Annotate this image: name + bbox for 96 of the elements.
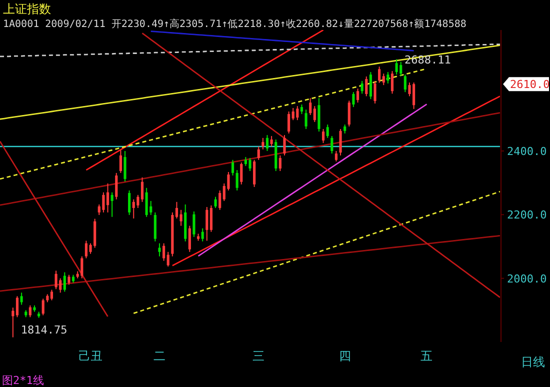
candlestick bbox=[304, 109, 308, 130]
candlestick bbox=[201, 228, 204, 242]
candlestick bbox=[292, 108, 294, 121]
candlestick bbox=[395, 58, 398, 76]
candlestick bbox=[119, 150, 122, 174]
candlestick bbox=[369, 72, 372, 100]
candlestick bbox=[374, 80, 376, 104]
candlestick bbox=[313, 106, 316, 123]
candlestick bbox=[339, 128, 342, 156]
annotation: 1814.75 bbox=[20, 323, 68, 336]
candlestick bbox=[248, 157, 252, 172]
candlestick bbox=[382, 73, 385, 86]
candlestick bbox=[175, 201, 178, 219]
candlestick bbox=[80, 256, 84, 279]
candlestick bbox=[257, 146, 260, 160]
x-tick-label: 四 bbox=[338, 349, 351, 363]
text: 2610.0 bbox=[510, 78, 550, 92]
candlestick bbox=[400, 61, 402, 77]
candlestick bbox=[214, 196, 217, 208]
candlestick bbox=[124, 150, 126, 182]
chart-title: 上证指数 bbox=[3, 2, 51, 16]
candlestick bbox=[309, 98, 312, 116]
candlestick bbox=[378, 66, 381, 84]
x-tick-label: 二 bbox=[153, 349, 166, 363]
text: 日线 bbox=[521, 355, 545, 369]
candlestick bbox=[326, 124, 329, 138]
line-series bbox=[172, 96, 500, 266]
candlestick bbox=[236, 170, 238, 191]
y-tick-label: 2400.0 bbox=[507, 144, 547, 158]
candlestick bbox=[154, 212, 156, 242]
line-series bbox=[142, 32, 500, 298]
x-tick-label: 己丑 bbox=[78, 349, 103, 363]
candlestick bbox=[283, 134, 286, 156]
candlestick bbox=[188, 225, 191, 252]
candlestick bbox=[206, 206, 208, 242]
caption: 图2*1线 bbox=[2, 374, 44, 387]
candlestick bbox=[318, 98, 320, 132]
candlestick bbox=[240, 162, 243, 185]
line-series bbox=[0, 234, 500, 292]
candlestick bbox=[231, 159, 234, 176]
candlestick bbox=[42, 298, 44, 316]
line-series bbox=[198, 103, 428, 257]
candlestick bbox=[28, 304, 32, 318]
candlestick bbox=[300, 104, 304, 115]
candlestick bbox=[132, 198, 135, 219]
candlestick bbox=[158, 242, 161, 257]
candlestick bbox=[180, 209, 182, 226]
candlestick bbox=[330, 136, 334, 154]
candlestick bbox=[162, 242, 166, 262]
annotation: 2688.11 bbox=[404, 53, 451, 66]
y-tick-label: 2000.0 bbox=[507, 272, 547, 286]
candlestick bbox=[20, 292, 23, 306]
candlestick bbox=[68, 274, 70, 286]
candlestick bbox=[110, 192, 114, 218]
x-tick-label: 三 bbox=[252, 349, 265, 363]
chart-subtitle: 1A0001 2009/02/11 开2230.49↑高2305.71↑低2218.30↑收2260.82↓量227207568↑额1748588 bbox=[3, 18, 466, 30]
candlestick bbox=[102, 192, 105, 213]
candlestick bbox=[253, 159, 256, 188]
candlestick bbox=[278, 154, 282, 172]
candlestick bbox=[50, 289, 54, 301]
candlestick bbox=[210, 204, 212, 232]
x-tick-label: 五 bbox=[420, 349, 433, 363]
candlestick bbox=[296, 106, 299, 121]
candlestick bbox=[128, 190, 131, 216]
line-series bbox=[132, 190, 500, 314]
candlestick bbox=[348, 100, 350, 127]
candlestick bbox=[404, 74, 406, 93]
candlestick bbox=[288, 111, 290, 134]
candlestick bbox=[262, 137, 264, 150]
line-series bbox=[86, 30, 324, 171]
candlestick bbox=[266, 134, 269, 152]
candlestick bbox=[365, 76, 368, 97]
candlestick bbox=[390, 70, 394, 94]
candlestick bbox=[140, 176, 144, 202]
line-series bbox=[0, 140, 108, 318]
candlestick bbox=[356, 88, 360, 104]
line-series bbox=[150, 30, 414, 52]
candlestick bbox=[115, 172, 118, 200]
candlestick bbox=[166, 251, 170, 268]
candlestick bbox=[106, 182, 110, 213]
candlestick bbox=[192, 210, 196, 238]
candlestick bbox=[16, 296, 19, 318]
candlestick bbox=[386, 72, 390, 84]
candlestick bbox=[352, 92, 355, 108]
candlestick bbox=[270, 136, 273, 148]
y-tick-label: 2200.0 bbox=[507, 208, 547, 222]
candlestick bbox=[63, 272, 66, 292]
line-series bbox=[0, 44, 500, 120]
candlestick bbox=[322, 128, 325, 144]
candlestick bbox=[360, 80, 364, 94]
line-series bbox=[0, 112, 500, 206]
candlestick bbox=[54, 270, 58, 290]
candlestick bbox=[145, 187, 148, 218]
candlestick bbox=[334, 150, 338, 162]
candlestick bbox=[136, 194, 140, 208]
candlestick bbox=[218, 190, 222, 210]
